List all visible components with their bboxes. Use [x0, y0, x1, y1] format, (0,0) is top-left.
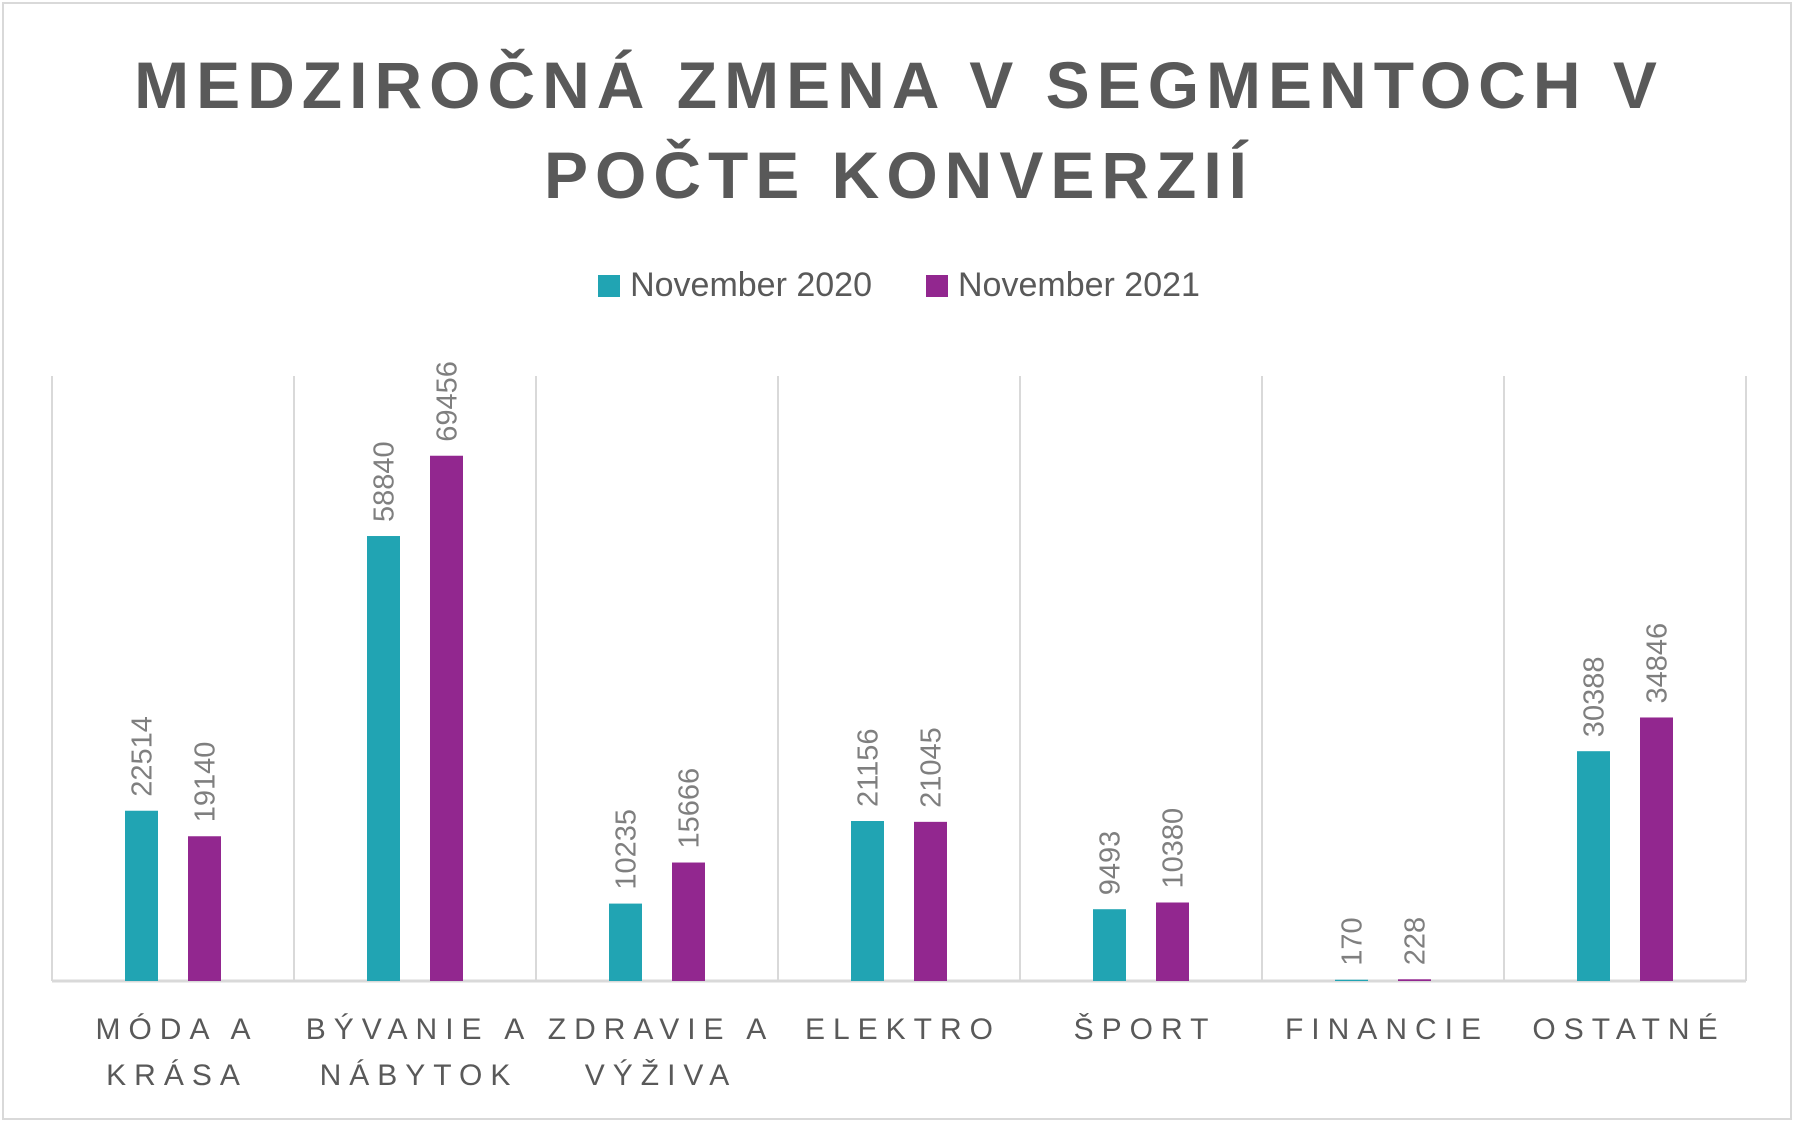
- chart-title-line-2: POČTE KONVERZIÍ: [543, 138, 1255, 212]
- category-label: ZDRAVIE A: [548, 1013, 774, 1046]
- data-label: 21156: [853, 729, 885, 808]
- category-label: KRÁSA: [106, 1059, 248, 1092]
- bar-2020: [125, 810, 158, 981]
- bar-2020: [1335, 979, 1368, 981]
- bar-2021: [672, 862, 705, 981]
- data-label: 15666: [674, 768, 706, 849]
- data-label: 34846: [1642, 623, 1674, 704]
- bar-2021: [1156, 902, 1189, 981]
- chart-title-line-1: MEDZIROČNÁ ZMENA V SEGMENTOCH V: [134, 48, 1664, 122]
- category-label: NÁBYTOK: [320, 1059, 519, 1092]
- bar-2020: [1093, 909, 1126, 981]
- bar-2021: [430, 455, 463, 981]
- category-label: FINANCIE: [1285, 1013, 1489, 1046]
- data-label: 30388: [1579, 657, 1611, 738]
- bar-2021: [1398, 979, 1431, 981]
- bar-2020: [367, 536, 400, 981]
- category-label: ŠPORT: [1074, 1012, 1217, 1046]
- bar-2020: [609, 903, 642, 981]
- chart-title: MEDZIROČNÁ ZMENA V SEGMENTOCH V POČTE KO…: [0, 40, 1798, 220]
- category-label: OSTATNÉ: [1532, 1013, 1725, 1046]
- bar-2020: [851, 821, 884, 981]
- data-label: 170: [1337, 917, 1369, 965]
- legend: November 2020 November 2021: [0, 266, 1798, 305]
- legend-item-2020[interactable]: November 2020: [598, 266, 872, 305]
- legend-label-2021: November 2021: [958, 266, 1200, 304]
- bar-2021: [1640, 717, 1673, 981]
- data-label: 9493: [1095, 831, 1127, 896]
- bar-2020: [1577, 751, 1610, 981]
- bar-2021: [188, 836, 221, 981]
- data-label: 58840: [369, 441, 401, 522]
- data-label: 69456: [432, 361, 464, 442]
- data-label: 21045: [916, 727, 948, 808]
- category-label: ELEKTRO: [805, 1013, 1001, 1046]
- data-label: 19140: [190, 742, 222, 823]
- data-label: 22514: [127, 716, 159, 797]
- category-label: BÝVANIE A: [306, 1013, 533, 1046]
- data-label: 10380: [1158, 808, 1190, 889]
- data-label: 228: [1400, 917, 1432, 965]
- legend-swatch-2020: [598, 274, 621, 297]
- legend-item-2021[interactable]: November 2021: [926, 266, 1200, 305]
- data-label: 10235: [611, 809, 643, 890]
- legend-swatch-2021: [926, 274, 948, 297]
- bar-2021: [914, 821, 947, 981]
- legend-label-2020: November 2020: [630, 266, 872, 304]
- category-label: MÓDA A: [95, 1013, 258, 1046]
- category-label: VÝŽIVA: [585, 1059, 737, 1092]
